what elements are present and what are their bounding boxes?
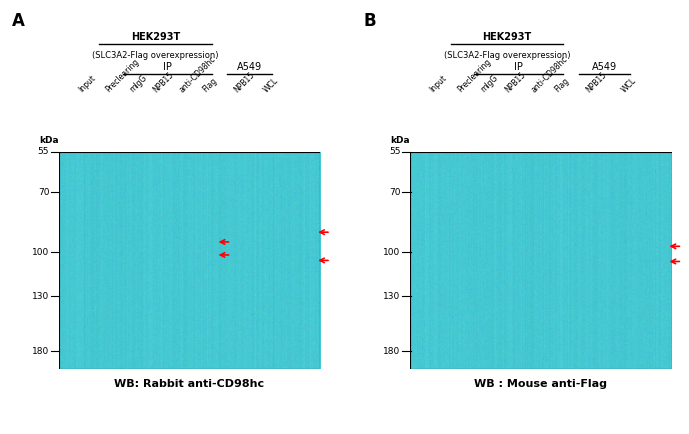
- Text: IP: IP: [514, 62, 523, 72]
- Text: 70: 70: [38, 188, 50, 197]
- Text: 130: 130: [383, 292, 400, 301]
- Text: Input: Input: [77, 74, 97, 94]
- Text: mIgG: mIgG: [128, 74, 149, 94]
- Text: NPB15: NPB15: [233, 70, 257, 94]
- Text: 70: 70: [389, 188, 400, 197]
- Text: WCL: WCL: [262, 76, 280, 94]
- Text: A549: A549: [592, 62, 617, 72]
- Text: HEK293T: HEK293T: [482, 32, 531, 42]
- Text: B: B: [364, 12, 376, 30]
- Text: HEK293T: HEK293T: [131, 32, 180, 42]
- Text: Preclearing: Preclearing: [456, 57, 493, 94]
- Text: 55: 55: [38, 148, 50, 156]
- Text: 100: 100: [32, 248, 50, 257]
- Text: Preclearing: Preclearing: [105, 57, 141, 94]
- Text: mIgG: mIgG: [480, 74, 500, 94]
- Text: NPB15: NPB15: [152, 70, 176, 94]
- Text: (SLC3A2-Flag overexpression): (SLC3A2-Flag overexpression): [444, 51, 570, 59]
- Text: 130: 130: [32, 292, 50, 301]
- Text: WCL: WCL: [619, 76, 638, 94]
- Text: Flag: Flag: [201, 76, 219, 94]
- Text: Flag: Flag: [553, 76, 570, 94]
- Text: IP: IP: [163, 62, 172, 72]
- Text: NPB15: NPB15: [503, 70, 527, 94]
- Text: WB: Rabbit anti-CD98hc: WB: Rabbit anti-CD98hc: [114, 379, 265, 389]
- Text: 55: 55: [389, 148, 400, 156]
- Text: A: A: [12, 12, 25, 30]
- Text: anti-CD98hc: anti-CD98hc: [178, 54, 218, 94]
- Text: A549: A549: [237, 62, 263, 72]
- Text: anti-CD98hc: anti-CD98hc: [529, 54, 569, 94]
- Text: (SLC3A2-Flag overexpression): (SLC3A2-Flag overexpression): [92, 51, 218, 59]
- Text: kDa: kDa: [39, 136, 59, 145]
- Text: 180: 180: [32, 347, 50, 356]
- Text: 100: 100: [383, 248, 400, 257]
- Text: kDa: kDa: [391, 136, 410, 145]
- Text: Input: Input: [429, 74, 449, 94]
- Text: WB : Mouse anti-Flag: WB : Mouse anti-Flag: [474, 379, 608, 389]
- Text: NPB15: NPB15: [584, 70, 608, 94]
- Text: 180: 180: [383, 347, 400, 356]
